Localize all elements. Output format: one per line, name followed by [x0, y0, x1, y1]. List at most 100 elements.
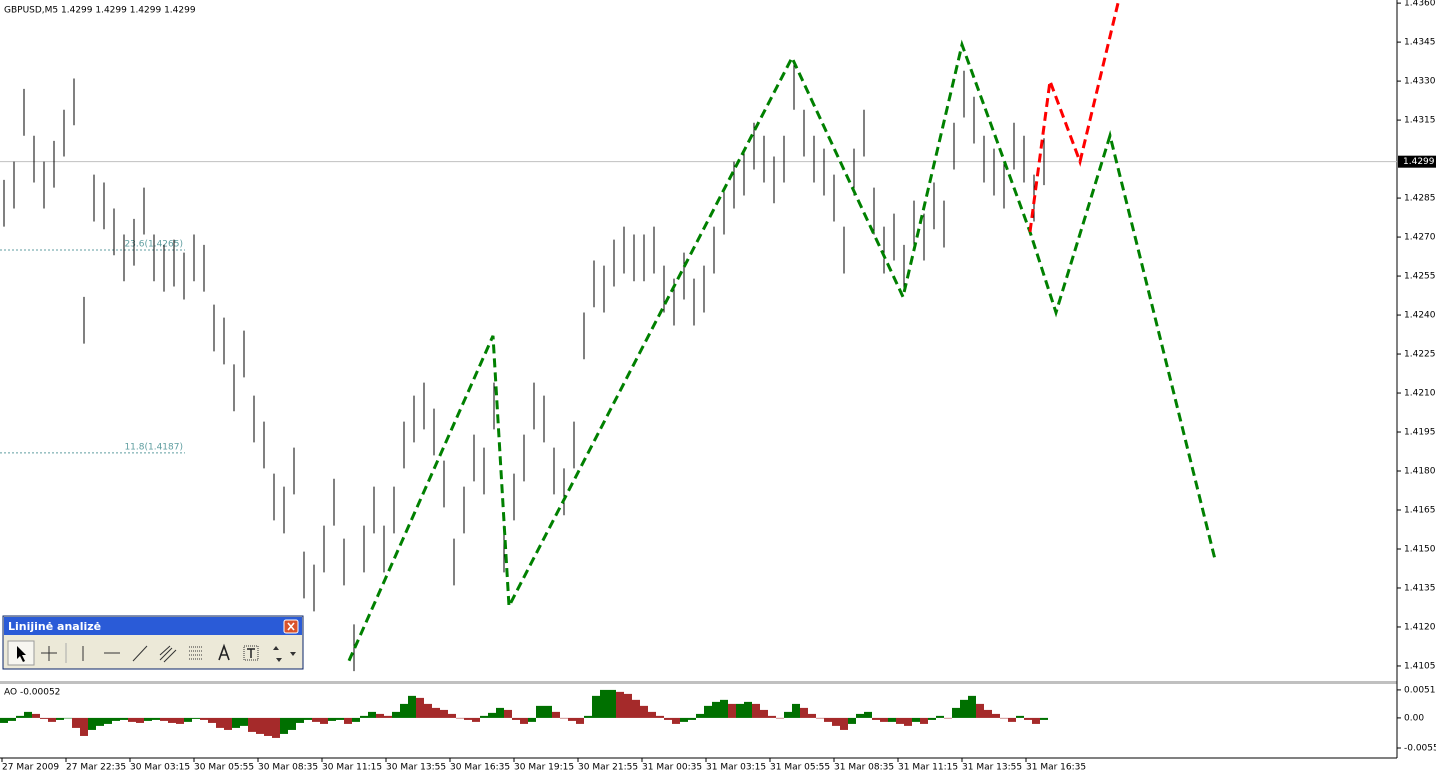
trendline-icon: [132, 645, 148, 662]
trendline-button[interactable]: [132, 645, 148, 662]
ao-bar: [744, 701, 752, 718]
ao-bar: [464, 717, 472, 720]
ao-bar: [792, 703, 800, 718]
ao-bar: [584, 715, 592, 718]
y-tick-label: 1.4165: [1404, 506, 1436, 516]
ao-bar: [344, 717, 352, 724]
ao-bar: [408, 695, 416, 718]
ao-bar: [816, 717, 824, 719]
x-tick-label: 30 Mar 08:35: [258, 763, 318, 773]
ao-bar: [824, 717, 832, 722]
y-tick-label: 1.4135: [1404, 583, 1436, 593]
ao-bar: [552, 711, 560, 718]
y-tick-label: 1.4180: [1404, 467, 1436, 477]
y-tick-label: 1.4270: [1404, 233, 1436, 243]
x-tick-label: 31 Mar 16:35: [1026, 763, 1086, 773]
indicator-y-tick-label: 0.00: [1404, 713, 1424, 723]
channel-icon: [159, 645, 177, 663]
indicator-y-tick-label: -0.0055: [1404, 743, 1436, 753]
y-tick-label: 1.4330: [1404, 77, 1436, 87]
ao-bar: [8, 717, 16, 721]
ao-bar: [80, 717, 88, 736]
ao-bar: [976, 703, 984, 718]
ao-bar: [128, 717, 136, 722]
ao-bar: [104, 717, 112, 724]
ao-bar: [272, 717, 280, 738]
ao-bar: [536, 705, 544, 718]
ao-bar: [392, 711, 400, 718]
fibonacci-button[interactable]: [189, 646, 203, 660]
ao-bar: [384, 715, 392, 718]
ao-bar: [832, 717, 840, 726]
ao-bar: [696, 713, 704, 718]
text-label-button[interactable]: [243, 645, 259, 661]
x-tick-label: 31 Mar 03:15: [706, 763, 766, 773]
ao-bar: [504, 709, 512, 718]
ao-bar: [936, 715, 944, 718]
ao-bar: [800, 707, 808, 718]
ao-bar: [336, 717, 344, 720]
ao-bar: [40, 717, 48, 719]
ao-bar: [672, 717, 680, 724]
ao-bar: [856, 713, 864, 718]
ao-bar: [480, 715, 488, 718]
ao-bar: [640, 705, 648, 718]
y-tick-label: 1.4210: [1404, 389, 1436, 399]
ao-bar: [472, 717, 480, 722]
ao-bar: [248, 717, 256, 732]
ao-bar: [176, 717, 184, 724]
x-tick-label: 31 Mar 00:35: [642, 763, 702, 773]
y-tick-label: 1.4360: [1404, 0, 1436, 9]
ao-bar: [24, 711, 32, 718]
ao-bar: [928, 717, 936, 720]
ao-bar: [448, 713, 456, 718]
ao-bar: [960, 699, 968, 718]
ao-bar: [72, 717, 80, 728]
text-button[interactable]: [218, 643, 230, 661]
ao-bar: [776, 717, 784, 719]
label-icon: [247, 648, 255, 658]
crosshair-button[interactable]: [41, 646, 57, 661]
ao-bar: [1024, 717, 1032, 720]
text-icon: [218, 643, 230, 661]
y-tick-label: 1.4255: [1404, 272, 1436, 282]
ao-bar: [256, 717, 264, 734]
ao-bar: [728, 703, 736, 718]
arrows-button[interactable]: [273, 646, 296, 662]
ao-bar: [544, 705, 552, 718]
ao-bar: [192, 717, 200, 719]
toolbar-title: Linijinė analizė: [8, 620, 101, 633]
indicator-title: AO -0.00052: [4, 688, 60, 698]
current-price-box: [1398, 155, 1436, 168]
indicator-y-tick-label: 0.00512: [1404, 685, 1436, 695]
ao-bar: [1016, 715, 1024, 718]
crosshair-icon: [41, 646, 57, 661]
ao-bar: [664, 717, 672, 720]
ao-bar: [168, 717, 176, 723]
ao-bar: [864, 711, 872, 718]
ao-bar: [704, 705, 712, 718]
ao-bar: [624, 693, 632, 718]
ao-bar: [0, 717, 8, 723]
x-tick-label: 31 Mar 08:35: [834, 763, 894, 773]
ao-bar: [952, 707, 960, 718]
ao-bar: [560, 717, 568, 719]
y-tick-label: 1.4240: [1404, 311, 1436, 321]
ao-bar: [840, 717, 848, 730]
ao-bar: [232, 717, 240, 728]
ao-bar: [112, 717, 120, 721]
ao-bar: [512, 717, 520, 720]
ao-bar: [56, 717, 64, 720]
ao-bar: [648, 711, 656, 718]
ao-bar: [360, 715, 368, 718]
ao-bar: [64, 717, 72, 719]
ao-bar: [328, 717, 336, 721]
equidistant-channel-button[interactable]: [159, 645, 177, 663]
ao-bar: [848, 717, 856, 724]
ao-bar: [1008, 717, 1016, 722]
ao-bar: [608, 689, 616, 718]
x-tick-label: 30 Mar 19:15: [514, 763, 574, 773]
x-tick-label: 31 Mar 05:55: [770, 763, 830, 773]
y-tick-label: 1.4150: [1404, 544, 1436, 554]
